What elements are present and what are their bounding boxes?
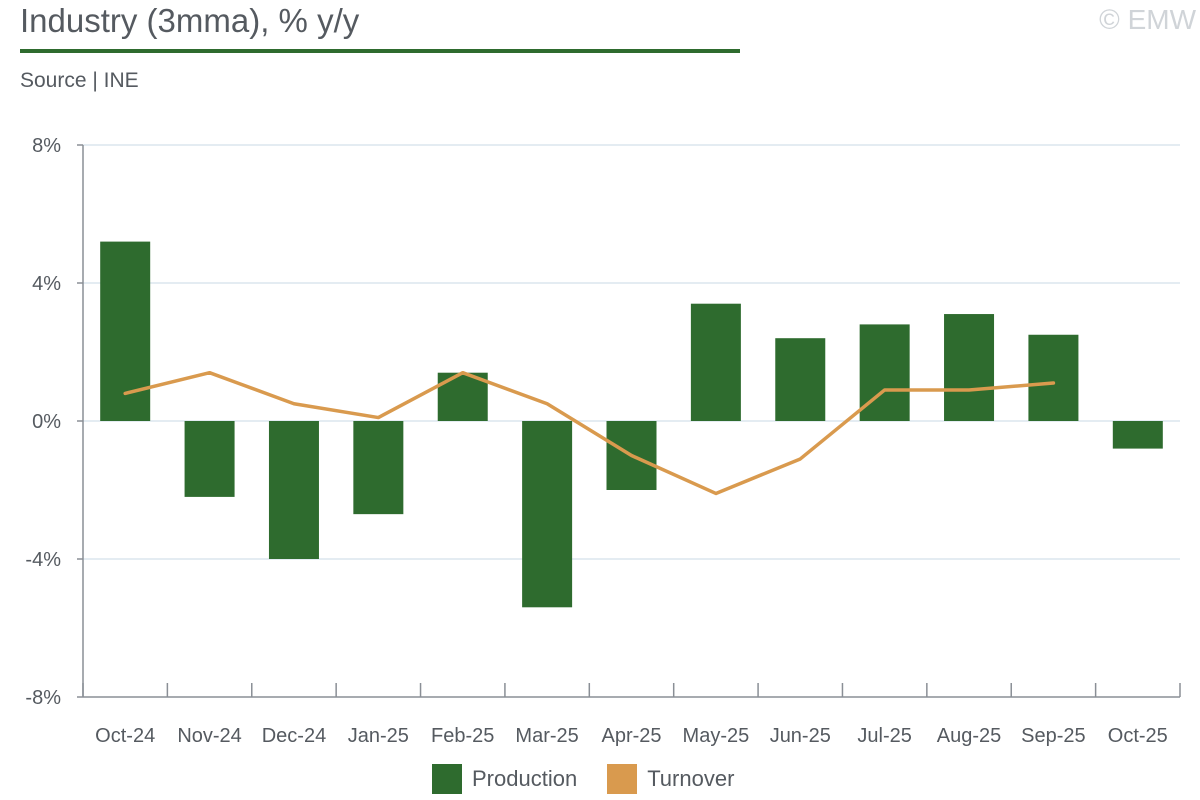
x-tick-label: Aug-25: [937, 725, 1002, 747]
turnover-line-layer: [123, 370, 1056, 496]
grid-lines: [83, 144, 1180, 560]
legend-label-turnover: Turnover: [647, 766, 735, 791]
x-tick-label: Jun-25: [770, 725, 831, 747]
production-bar: [353, 421, 404, 515]
production-bar: [1028, 334, 1079, 421]
y-tick-label: -8%: [25, 687, 61, 709]
production-bar: [268, 421, 319, 559]
turnover-line: [123, 370, 1056, 496]
tick-labels: 8% 4% 0% -4% -8% Oct-24 Nov-24 Dec-24 Jan-25 Feb-…: [25, 135, 1167, 747]
x-tick-label: Sep-25: [1021, 725, 1086, 747]
title-underline: [20, 49, 740, 53]
x-tick-label: Oct-25: [1108, 725, 1168, 747]
legend: Production Turnover: [432, 764, 764, 794]
production-bars: [100, 241, 1163, 608]
y-tick-label: 8%: [32, 135, 61, 157]
x-tick-label: Feb-25: [431, 725, 494, 747]
x-tick-label: Apr-25: [601, 725, 661, 747]
y-tick-label: 0%: [32, 411, 61, 433]
production-bar: [944, 314, 995, 421]
production-bar: [775, 338, 826, 421]
x-tick-label: Dec-24: [262, 725, 326, 747]
x-tick-label: Jul-25: [857, 725, 911, 747]
source-label: Source | INE: [20, 69, 139, 92]
x-tick-label: Nov-24: [177, 725, 241, 747]
production-bar: [1112, 421, 1163, 449]
production-bar: [690, 303, 741, 421]
legend-swatch-production: [432, 764, 462, 794]
legend-item-turnover: Turnover: [607, 764, 734, 794]
y-tick-label: -4%: [25, 549, 61, 571]
x-tick-label: Oct-24: [95, 725, 155, 747]
copyright-label: © EMW: [1099, 4, 1196, 35]
legend-label-production: Production: [472, 766, 578, 791]
y-tick-label: 4%: [32, 273, 61, 295]
x-tick-label: Jan-25: [348, 725, 409, 747]
chart-title: Industry (3mma), % y/y: [20, 2, 360, 39]
legend-swatch-turnover: [607, 764, 638, 794]
production-bar: [522, 421, 573, 608]
x-tick-label: Mar-25: [515, 725, 578, 747]
production-bar: [184, 421, 235, 497]
legend-item-production: Production: [432, 764, 577, 794]
x-tick-label: May-25: [683, 725, 750, 747]
axes: [77, 144, 1181, 698]
